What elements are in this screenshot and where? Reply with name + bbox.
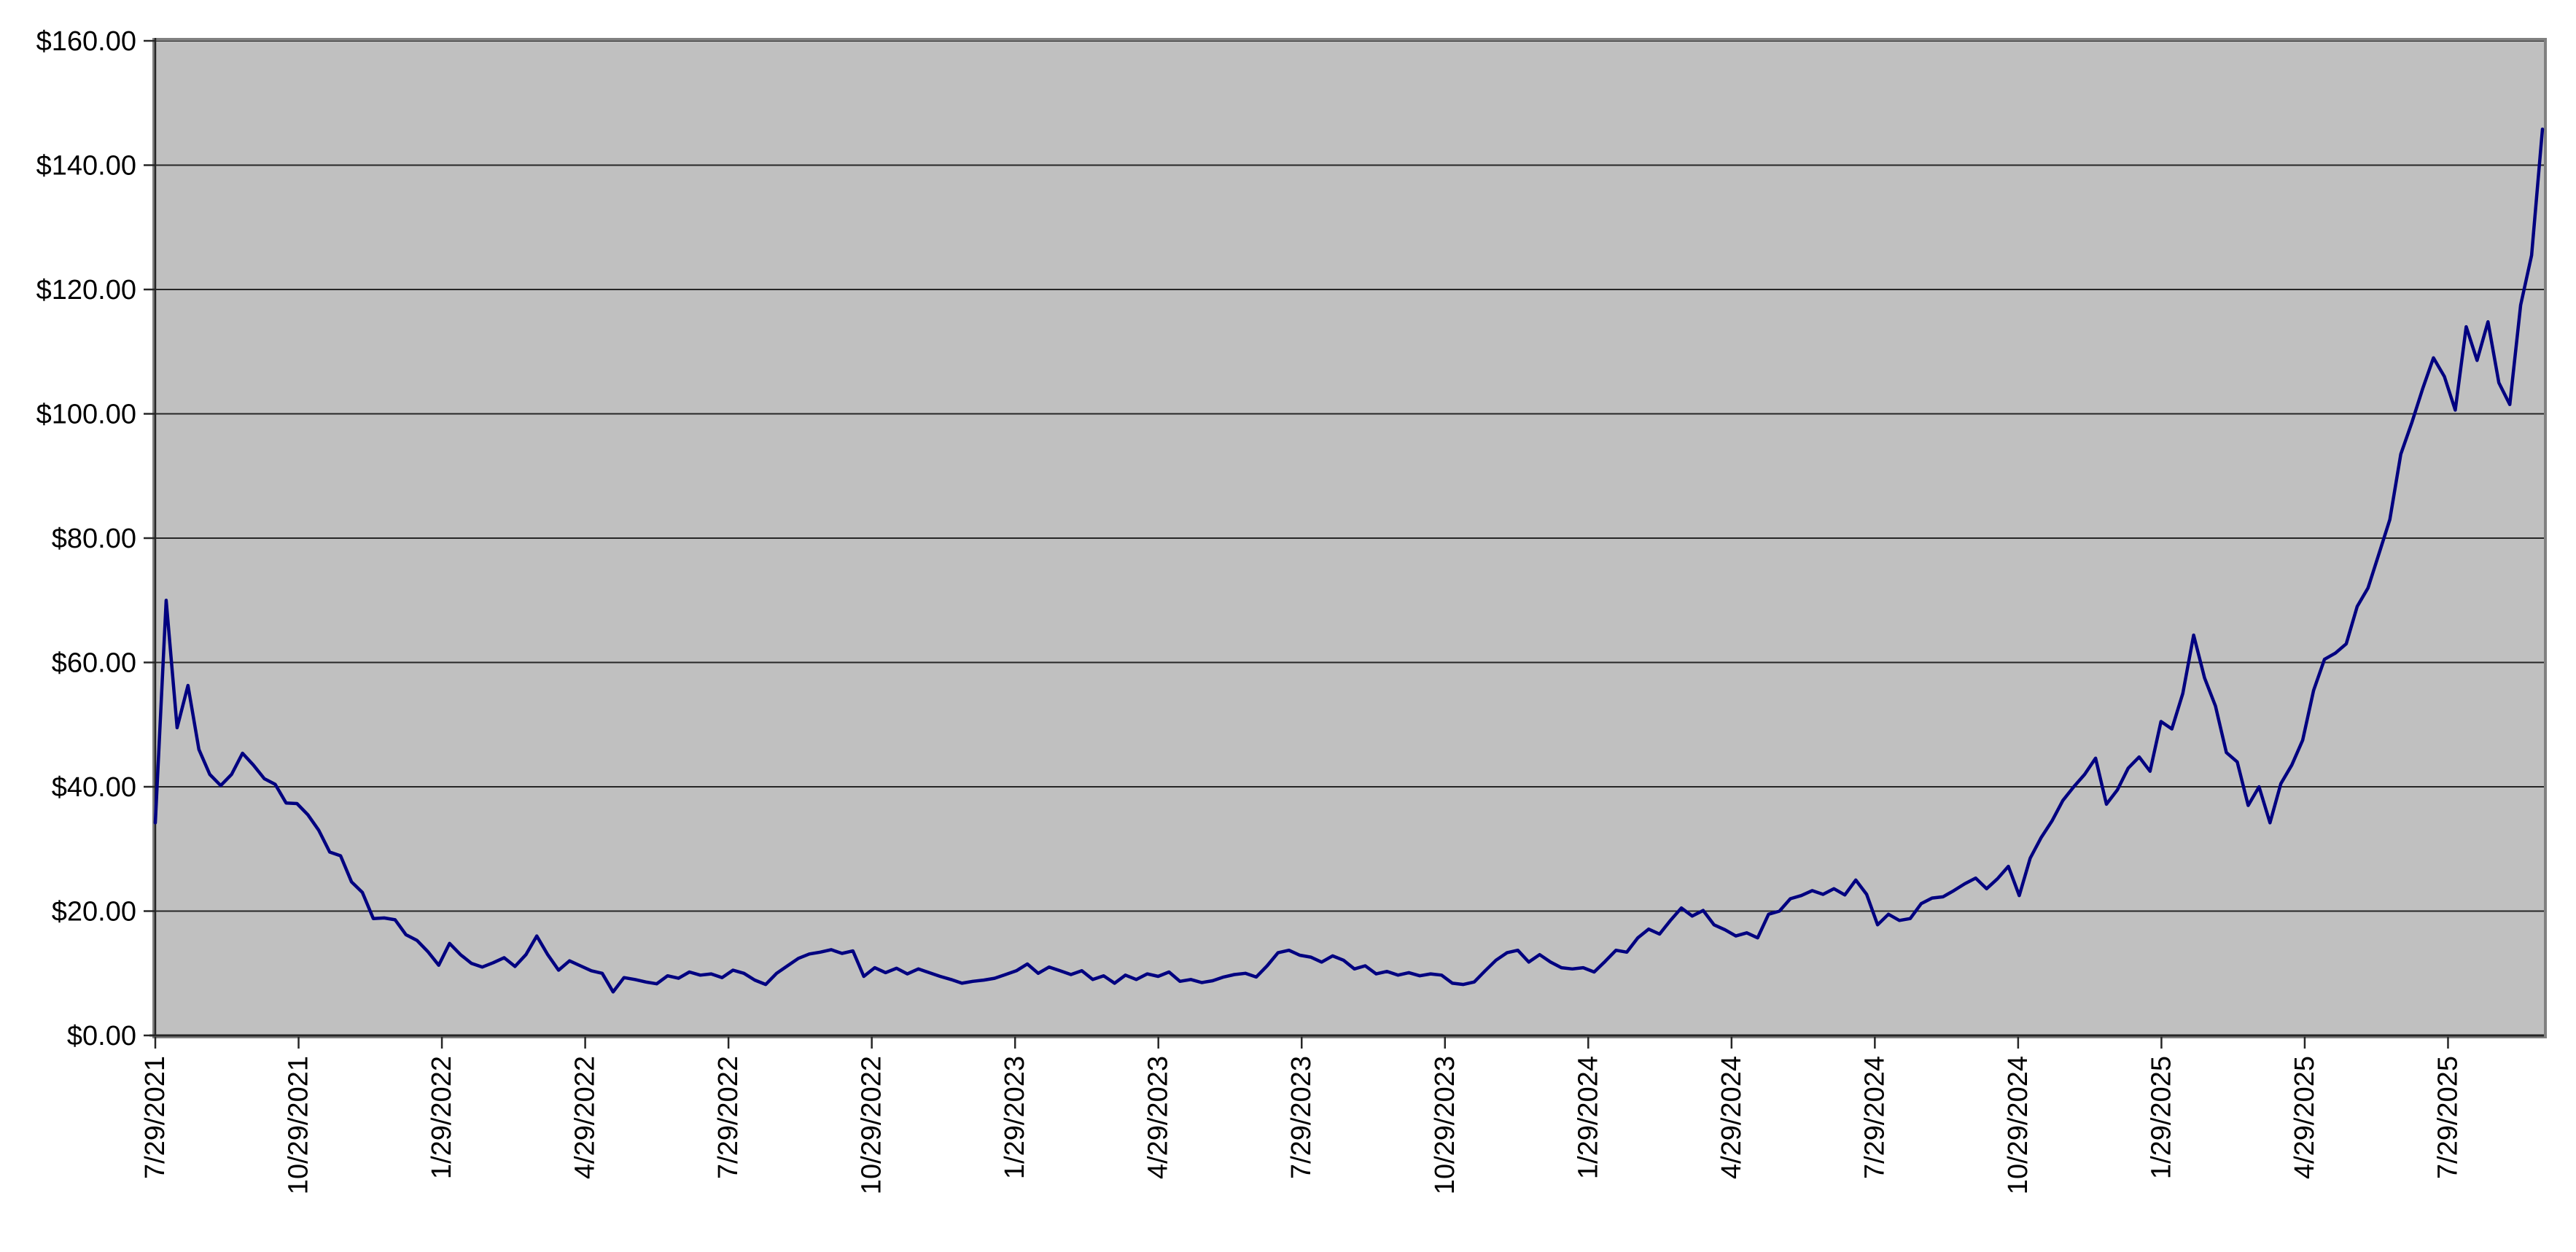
x-axis-label: 4/29/2022 [570,1056,601,1179]
x-axis-label: 1/29/2025 [2146,1056,2176,1179]
y-axis-label: $160.00 [36,26,136,57]
x-axis-label: 7/29/2022 [713,1056,744,1179]
y-axis-label: $80.00 [52,524,136,554]
x-axis-label: 10/29/2023 [1430,1056,1460,1194]
x-axis-label: 4/29/2025 [2289,1056,2320,1179]
y-axis-label: $140.00 [36,151,136,182]
y-axis-label: $20.00 [52,897,136,928]
x-axis-label: 7/29/2025 [2432,1056,2463,1179]
y-axis-label: $100.00 [36,400,136,430]
y-axis-label: $0.00 [67,1021,136,1051]
y-axis-label: $60.00 [52,648,136,679]
x-axis-label: 4/29/2023 [1143,1056,1174,1179]
x-axis-label: 7/29/2024 [1859,1056,1890,1179]
x-axis-label: 10/29/2024 [2003,1056,2034,1194]
x-axis-label: 1/29/2024 [1573,1056,1603,1179]
x-axis-label: 10/29/2021 [284,1056,314,1194]
x-axis-label: 7/29/2021 [140,1056,171,1179]
x-axis-label: 1/29/2023 [1000,1056,1030,1179]
y-axis-label: $120.00 [36,275,136,306]
x-axis-label: 1/29/2022 [427,1056,457,1179]
y-axis-label: $40.00 [52,772,136,803]
x-axis-label: 7/29/2023 [1286,1056,1317,1179]
price-series-line [153,127,2545,994]
x-axis-label: 4/29/2024 [1716,1056,1747,1179]
x-axis-label: 10/29/2022 [857,1056,887,1194]
